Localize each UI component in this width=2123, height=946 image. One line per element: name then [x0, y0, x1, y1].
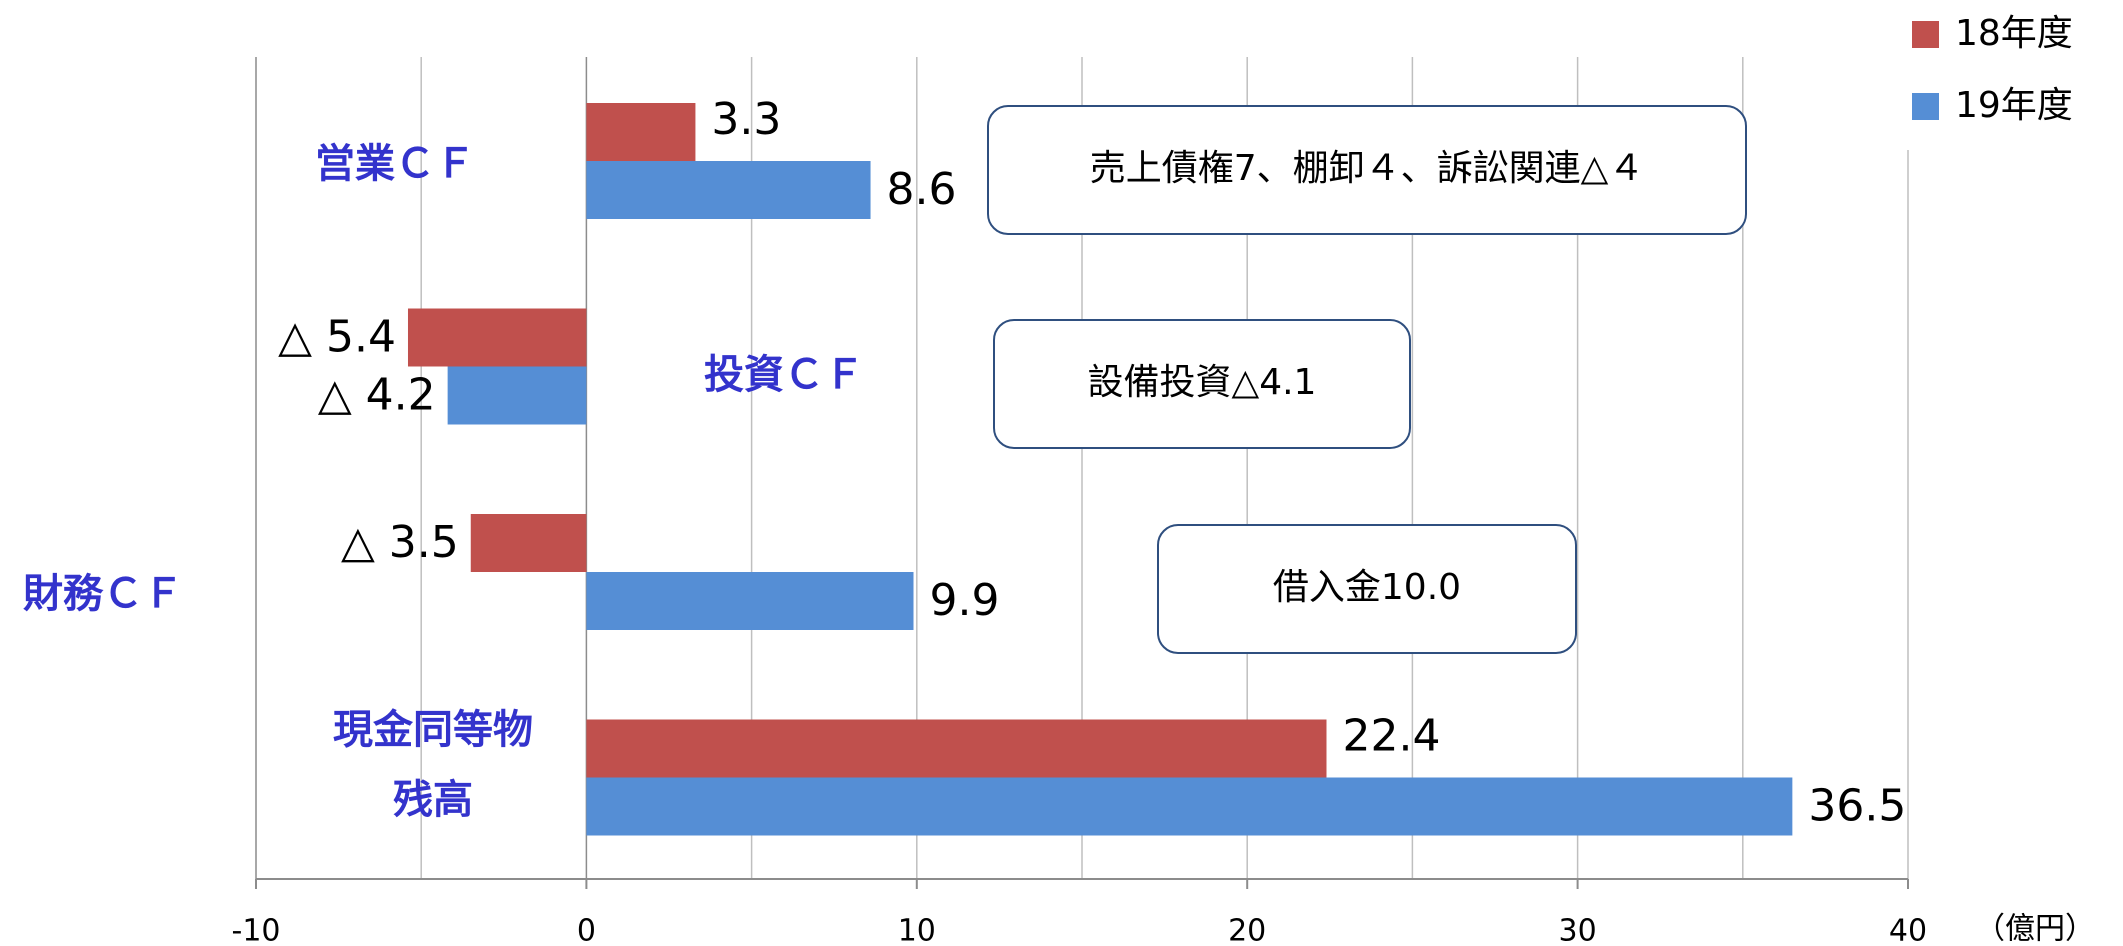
- legend-label: 18年度: [1955, 13, 2073, 54]
- annotation: 借入金10.0: [1273, 567, 1461, 608]
- annotation: 設備投資△4.1: [1088, 362, 1317, 403]
- legend-swatch: [1912, 93, 1939, 120]
- x-tick-label: 10: [898, 914, 936, 946]
- bar: [586, 719, 1327, 778]
- x-tick-label: 30: [1559, 914, 1597, 946]
- data-label: 9.9: [929, 575, 999, 626]
- legend-label: 19年度: [1955, 85, 2073, 126]
- legend-swatch: [1912, 21, 1939, 48]
- data-label: 3.3: [711, 94, 781, 145]
- bar: [586, 161, 871, 219]
- annotation-box: [987, 105, 1747, 235]
- x-tick-label: 20: [1228, 914, 1266, 946]
- bar: [407, 308, 587, 367]
- data-label: 22.4: [1342, 711, 1440, 762]
- annotation: 売上債権7、棚卸４、訴訟関連△４: [1090, 148, 1645, 189]
- category-label: 財務ＣＦ: [23, 571, 183, 617]
- bar: [586, 572, 914, 630]
- category-label: 現金同等物残高: [333, 707, 533, 823]
- category-label: 営業ＣＦ: [315, 141, 475, 187]
- data-label: △ 5.4: [278, 312, 396, 363]
- bar: [470, 514, 587, 572]
- data-label: △ 3.5: [341, 517, 459, 568]
- data-label: 36.5: [1808, 781, 1906, 832]
- annotation-box: [1157, 524, 1577, 654]
- bar: [586, 103, 696, 161]
- data-label: 8.6: [887, 164, 957, 215]
- x-tick-label: 40: [1889, 914, 1927, 946]
- bar: [586, 777, 1793, 836]
- data-label: △ 4.2: [318, 370, 436, 421]
- annotation-box: [993, 319, 1411, 449]
- category-label: 投資ＣＦ: [704, 352, 864, 398]
- x-tick-label: 0: [577, 914, 596, 946]
- x-tick-label: -10: [232, 914, 281, 946]
- bar: [447, 366, 587, 425]
- unit-label: （億円）: [1975, 912, 2095, 946]
